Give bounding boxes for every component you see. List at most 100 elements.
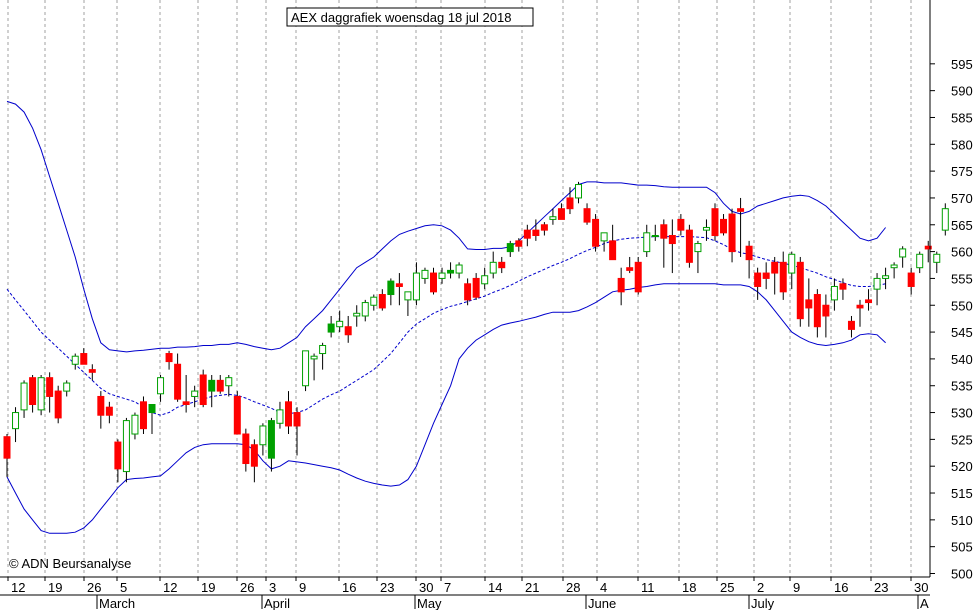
candle-body-down bbox=[677, 218, 685, 231]
candle-body-up bbox=[20, 382, 28, 411]
candle-body-down bbox=[566, 197, 574, 210]
candle bbox=[344, 315, 352, 343]
gridlines bbox=[7, 0, 912, 577]
candle bbox=[651, 224, 659, 241]
candle bbox=[745, 240, 753, 279]
month-label: June bbox=[588, 596, 616, 610]
candle-body-down bbox=[907, 272, 915, 287]
candle bbox=[515, 238, 523, 252]
candle-body-down bbox=[762, 272, 770, 279]
candle-body-up bbox=[481, 275, 489, 285]
candle bbox=[882, 267, 890, 290]
candle bbox=[37, 374, 45, 416]
candle bbox=[771, 256, 779, 295]
candle bbox=[856, 299, 864, 327]
candle-body-down bbox=[779, 261, 787, 293]
candle bbox=[643, 224, 651, 257]
candle bbox=[3, 434, 11, 477]
y-tick-label: 590 bbox=[951, 84, 973, 99]
candle-body-down bbox=[839, 283, 847, 290]
candle bbox=[29, 374, 37, 413]
y-axis: 500 505 510 515 520 525 530 535 540 545 550 555 560 5… bbox=[930, 57, 973, 582]
x-axis: 12 19 26 5 12 19 26 3 9 16 23 30 7 14 21 28 4 11 18 25 2 9 16 2… bbox=[7, 577, 928, 595]
month-label: July bbox=[751, 596, 775, 610]
candle bbox=[404, 291, 412, 316]
candle bbox=[12, 407, 20, 443]
candle-body-down bbox=[464, 283, 472, 301]
x-tick-label: 26 bbox=[87, 580, 101, 595]
y-tick-label: 540 bbox=[951, 352, 973, 367]
candle-body-down bbox=[847, 320, 855, 330]
candle-body-down bbox=[865, 299, 873, 304]
candle bbox=[293, 407, 301, 456]
candle bbox=[685, 224, 693, 268]
x-tick-label: 28 bbox=[566, 580, 580, 595]
candle-body-down bbox=[805, 299, 813, 309]
candle-body-up bbox=[788, 253, 796, 274]
candle-body-down bbox=[856, 304, 864, 309]
candle-body-down bbox=[728, 213, 736, 253]
candle bbox=[737, 197, 745, 257]
candle bbox=[276, 401, 284, 429]
candle-body-up bbox=[916, 253, 924, 269]
x-tick-label: 16 bbox=[342, 580, 356, 595]
candle bbox=[208, 374, 216, 408]
x-tick-label: 16 bbox=[834, 580, 848, 595]
candle bbox=[310, 353, 318, 381]
plot-frame bbox=[0, 0, 931, 596]
candle-body-up bbox=[63, 382, 71, 392]
candle bbox=[157, 374, 165, 402]
candle-body-up bbox=[421, 269, 429, 279]
candle bbox=[694, 240, 702, 274]
candle-body-up bbox=[412, 272, 420, 301]
y-tick-label: 595 bbox=[951, 57, 973, 72]
candle bbox=[822, 294, 830, 338]
candle bbox=[71, 353, 79, 370]
x-tick-label: 30 bbox=[914, 580, 928, 595]
candle-body-down bbox=[165, 353, 173, 363]
candle-body-down bbox=[668, 235, 676, 245]
y-tick-label: 555 bbox=[951, 271, 973, 286]
candle bbox=[481, 267, 489, 290]
candle bbox=[779, 251, 787, 300]
y-tick-label: 575 bbox=[951, 164, 973, 179]
candle-body-down bbox=[182, 401, 190, 406]
candle-body-up bbox=[71, 355, 79, 365]
x-tick-label: 2 bbox=[757, 580, 764, 595]
candle-body-down bbox=[3, 436, 11, 459]
y-tick-label: 530 bbox=[951, 406, 973, 421]
x-tick-label: 21 bbox=[525, 580, 539, 595]
x-tick-label: 23 bbox=[874, 580, 888, 595]
candle bbox=[941, 203, 949, 236]
candle bbox=[924, 240, 932, 263]
candle-body-up bbox=[506, 243, 514, 253]
candle-body-up bbox=[131, 414, 139, 435]
candle bbox=[80, 348, 88, 365]
candle-body-up bbox=[387, 280, 395, 296]
month-label: March bbox=[99, 596, 135, 610]
candle-body-up bbox=[643, 232, 651, 253]
candle bbox=[617, 267, 625, 306]
candle bbox=[412, 262, 420, 306]
candle bbox=[114, 439, 122, 483]
candle-body-up bbox=[157, 377, 165, 395]
candle bbox=[395, 273, 403, 306]
y-tick-label: 535 bbox=[951, 379, 973, 394]
candle-body-up bbox=[882, 275, 890, 279]
candle-body-up bbox=[302, 350, 310, 387]
candle-body-up bbox=[549, 216, 557, 220]
candle-body-down bbox=[540, 224, 548, 231]
candle bbox=[250, 439, 258, 483]
y-tick-label: 560 bbox=[951, 245, 973, 260]
candle bbox=[88, 364, 96, 381]
candle-body-down bbox=[199, 374, 207, 406]
candle bbox=[97, 391, 105, 429]
candle bbox=[583, 203, 591, 225]
x-tick-label: 9 bbox=[793, 580, 800, 595]
x-tick-label: 19 bbox=[48, 580, 62, 595]
candle bbox=[813, 289, 821, 338]
candle-body-down bbox=[592, 218, 600, 247]
candle-body-up bbox=[208, 379, 216, 392]
candle-body-down bbox=[609, 240, 617, 261]
candle bbox=[455, 262, 463, 279]
